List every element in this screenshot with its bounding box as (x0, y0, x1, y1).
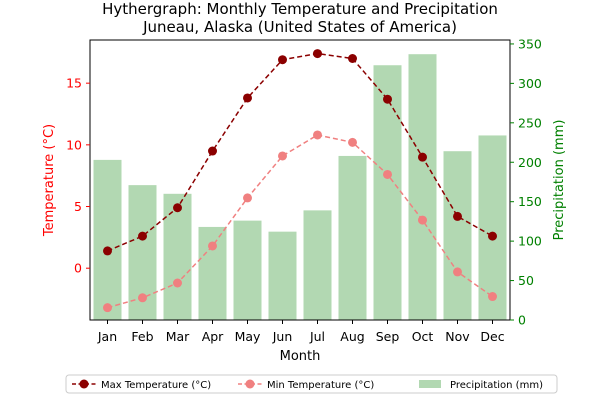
right-y-axis-label: Precipitation (mm) (552, 120, 567, 241)
precipitation-bar (268, 231, 297, 320)
temperature-series-0 (103, 49, 497, 256)
left-axis-tick-label: 10 (66, 137, 82, 152)
precipitation-bar (233, 220, 262, 320)
x-axis-tick-label: Feb (131, 329, 153, 344)
precipitation-bar (373, 65, 402, 321)
left-y-axis-label: Temperature (°C) (42, 124, 57, 237)
temperature-point (208, 241, 217, 251)
temperature-point (383, 169, 392, 179)
right-axis-tick-label: 200 (518, 155, 542, 170)
temperature-point (103, 303, 112, 313)
temperature-series-line (107, 52, 493, 252)
precipitation-bar (303, 210, 332, 320)
legend-entry-min-temp: Min Temperature (°C) (238, 379, 374, 391)
precipitation-bar (443, 151, 472, 320)
temperature-point (243, 193, 252, 203)
x-axis-label: Month (280, 349, 321, 364)
right-axis-tick-label: 150 (518, 194, 542, 209)
temperature-point (383, 94, 392, 104)
precipitation-bar (198, 226, 227, 320)
x-axis-tick-label: Dec (480, 329, 504, 344)
chart-title-line1: Hythergraph: Monthly Temperature and Pre… (102, 0, 498, 18)
temperature-point (103, 246, 112, 256)
precipitation-bar (408, 54, 437, 320)
right-axis-tick-label: 100 (518, 234, 542, 249)
temperature-point (418, 215, 427, 225)
temperature-point (453, 267, 462, 277)
legend-box (65, 374, 558, 394)
temperature-series-1 (103, 130, 497, 313)
right-axis-tick-label: 50 (518, 273, 534, 288)
temperature-point (313, 130, 322, 140)
legend-entry-max-temp: Max Temperature (°C) (72, 379, 211, 391)
x-axis-tick-label: Oct (412, 329, 434, 344)
legend-label-precipitation: Precipitation (mm) (450, 380, 543, 391)
right-axis-tick-label: 300 (518, 76, 542, 91)
temperature-point (278, 151, 287, 161)
precipitation-bars (93, 54, 507, 321)
x-axis-tick-label: Jul (309, 329, 325, 344)
right-y-axis: 0 50 100 150 200 250 300 350 (510, 36, 542, 328)
x-axis-tick-label: Jan (97, 329, 117, 344)
precipitation-bar (163, 193, 192, 320)
x-axis-tick-label: Sep (376, 329, 400, 344)
temperature-point (173, 278, 182, 288)
x-axis-tick-label: Jun (272, 329, 293, 344)
x-axis-tick-label: Aug (340, 329, 364, 344)
temperature-point (208, 146, 217, 156)
temperature-point (348, 137, 357, 147)
temperature-point (348, 54, 357, 63)
x-axis-tick-label: Nov (445, 329, 470, 344)
x-axis-tick-label: May (235, 329, 261, 344)
left-axis-tick-label: 0 (74, 261, 82, 276)
temperature-point (138, 231, 147, 241)
right-axis-tick-label: 250 (518, 115, 542, 130)
left-axis-tick-label: 15 (66, 76, 82, 91)
legend-marker-max-temp (79, 379, 89, 389)
temperature-point (488, 231, 497, 241)
legend-label-max-temp: Max Temperature (°C) (101, 380, 211, 391)
legend: Max Temperature (°C) Min Temperature (°C… (65, 374, 558, 394)
legend-marker-min-temp (245, 379, 255, 389)
precipitation-bar (338, 155, 367, 320)
temperature-series-line (107, 134, 493, 309)
temperature-point (313, 49, 322, 59)
temperature-lines (103, 49, 497, 313)
legend-swatch-precipitation (419, 380, 441, 388)
chart-title-line2: Juneau, Alaska (United States of America… (142, 18, 457, 36)
right-axis-tick-label: 350 (518, 36, 542, 51)
legend-label-min-temp: Min Temperature (°C) (267, 380, 374, 391)
temperature-point (138, 293, 147, 303)
left-y-axis: 0 5 10 15 (66, 40, 91, 320)
temperature-point (173, 203, 182, 213)
x-axis-tick-label: Mar (166, 329, 190, 344)
legend-entry-precipitation: Precipitation (mm) (419, 380, 543, 391)
precipitation-bar (93, 159, 122, 320)
left-axis-tick-label: 5 (74, 199, 82, 214)
temperature-point (488, 292, 497, 302)
temperature-point (453, 211, 462, 221)
temperature-point (278, 55, 287, 65)
x-axis-tick-label: Apr (202, 329, 224, 344)
temperature-point (243, 93, 252, 103)
temperature-point (418, 152, 427, 162)
right-axis-tick-label: 0 (518, 313, 526, 328)
x-axis: Jan Feb Mar Apr May Jun Jul Aug Sep Oct Nov Dec (97, 320, 505, 344)
